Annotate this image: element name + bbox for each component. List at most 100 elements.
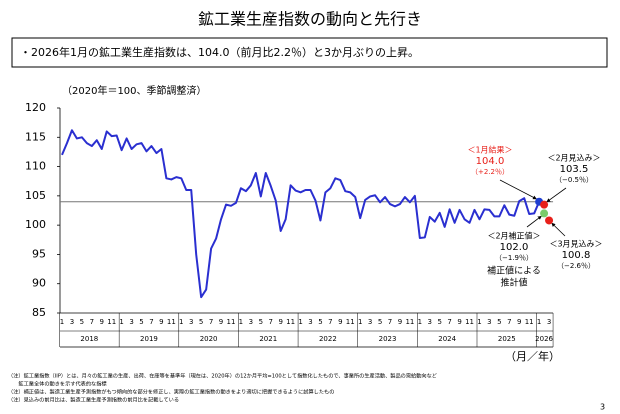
year-label: 2018: [80, 335, 98, 343]
y-tick-label: 95: [32, 247, 46, 260]
data-point: [540, 200, 549, 209]
x-tick-label: 11: [167, 318, 176, 326]
year-label: 2019: [140, 335, 158, 343]
x-tick-label: 9: [398, 318, 402, 326]
y-tick-label: 105: [25, 189, 46, 202]
x-tick-label: 11: [227, 318, 236, 326]
x-tick-label: 7: [269, 318, 273, 326]
annotation-note: 補正値による: [487, 265, 541, 277]
x-tick-label: 5: [437, 318, 441, 326]
year-label: 2021: [259, 335, 277, 343]
data-point: [540, 209, 549, 218]
x-tick-label: 5: [80, 318, 84, 326]
year-label: 2022: [319, 335, 337, 343]
x-tick-label: 7: [388, 318, 392, 326]
annotation-value: 102.0: [500, 242, 529, 253]
annotation-name: ＜1月結果＞: [467, 145, 512, 155]
x-tick-label: 5: [139, 318, 143, 326]
footnote: 鉱工業全体の動きを示す代表的な指標: [8, 380, 107, 388]
x-tick-label: 3: [70, 318, 74, 326]
annotation-note: 推計値: [500, 277, 527, 289]
x-tick-label: 1: [179, 318, 183, 326]
x-tick-label: 3: [428, 318, 432, 326]
x-tick-label: 11: [286, 318, 295, 326]
summary-box: [11, 37, 608, 68]
arrow: [551, 222, 566, 237]
summary: ・2026年1月の鉱工業生産指数は、104.0（前月比2.2％）と3か月ぶりの上…: [20, 45, 419, 59]
line: [61, 129, 541, 299]
x-tick-label: 1: [537, 318, 541, 326]
y-tick-label: 115: [25, 130, 46, 143]
y-axis-label: （2020年＝100、季節調整済）: [62, 84, 207, 97]
year-label: 2025: [498, 335, 516, 343]
year-label: 2024: [438, 335, 456, 343]
x-tick-label: 11: [405, 318, 414, 326]
annotation-name: ＜2月見込み＞: [547, 154, 600, 163]
x-tick-label: 7: [90, 318, 94, 326]
footnote: （注）補正値は、製造工業生産予測指数がもつ傾向的な部分を修正し、実際の鉱工業指数…: [8, 388, 334, 396]
x-tick-label: 9: [219, 318, 223, 326]
x-tick-label: 7: [149, 318, 153, 326]
x-tick-label: 7: [328, 318, 332, 326]
annotation-name: ＜3月見込み＞: [549, 240, 602, 249]
annotation-name: ＜2月補正値＞: [487, 231, 540, 241]
x-tick-label: 1: [298, 318, 302, 326]
x-tick-label: 5: [199, 318, 203, 326]
x-tick-label: 1: [239, 318, 243, 326]
footnote: （注）鉱工業指数（IIP）とは、月々の鉱工業の生産、出荷、在庫等を基準年（現在は…: [8, 372, 438, 380]
x-tick-label: 11: [107, 318, 116, 326]
x-tick-label: 3: [547, 318, 551, 326]
arrow: [499, 179, 537, 200]
x-tick-label: 7: [507, 318, 511, 326]
year-label: 2023: [379, 335, 397, 343]
year-label: 2026: [535, 335, 553, 343]
annotation-value: 100.8: [562, 250, 591, 261]
x-tick-label: 1: [418, 318, 422, 326]
x-tick-label: 9: [278, 318, 282, 326]
x-tick-label: 5: [318, 318, 322, 326]
x-tick-label: 9: [338, 318, 342, 326]
year-label: 2020: [200, 335, 218, 343]
x-tick-label: 3: [249, 318, 253, 326]
y-tick-label: 100: [25, 218, 46, 231]
x-tick-label: 5: [378, 318, 382, 326]
annotation-value: 103.5: [560, 164, 589, 175]
x-tick-label: 7: [209, 318, 213, 326]
footnote: （注）見込みの前月比は、製造工業生産予測指数の前月比を記載している: [8, 396, 179, 404]
annotation-value: 104.0: [476, 156, 505, 167]
x-tick-label: 5: [497, 318, 501, 326]
x-tick-label: 5: [259, 318, 263, 326]
x-tick-label: 3: [129, 318, 133, 326]
data-point: [545, 216, 554, 225]
x-tick-label: 1: [60, 318, 64, 326]
annotation-change: （−0.5％）: [555, 176, 593, 184]
x-tick-label: 11: [346, 318, 355, 326]
x-tick-label: 3: [189, 318, 193, 326]
annotation-change: （−1.9％）: [495, 254, 533, 262]
arrow: [546, 187, 567, 203]
annotation-change: （+2.2％）: [471, 168, 509, 176]
x-axis-label: （月／年）: [505, 349, 560, 363]
x-tick-label: 3: [308, 318, 312, 326]
y-tick-label: 90: [32, 277, 46, 290]
x-tick-label: 11: [525, 318, 534, 326]
x-tick-label: 3: [368, 318, 372, 326]
x-tick-label: 9: [457, 318, 461, 326]
arrow: [526, 215, 542, 228]
x-tick-label: 1: [119, 318, 123, 326]
x-tick-label: 3: [487, 318, 491, 326]
x-tick-label: 9: [159, 318, 163, 326]
x-tick-label: 7: [447, 318, 451, 326]
x-tick-label: 9: [100, 318, 104, 326]
title: 鉱工業生産指数の動向と先行き: [198, 10, 422, 29]
annotation-change: （−2.6％）: [557, 262, 595, 270]
x-tick-label: 1: [358, 318, 362, 326]
x-tick-label: 9: [517, 318, 521, 326]
page-number: 3: [600, 403, 605, 412]
x-tick-label: 11: [465, 318, 474, 326]
x-tick-label: 1: [477, 318, 481, 326]
y-tick-label: 110: [25, 160, 46, 173]
y-tick-label: 85: [32, 306, 46, 319]
y-tick-label: 120: [25, 101, 46, 114]
